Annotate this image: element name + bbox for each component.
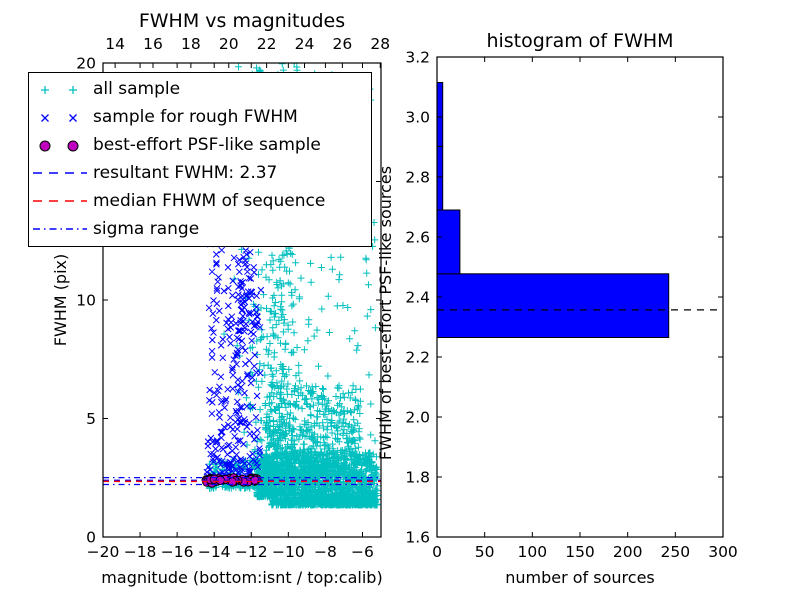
right-plot-xlabel: number of sources xyxy=(505,568,655,587)
scatter-sample-for-rough-fwhm xyxy=(203,237,265,483)
tick-label: 28 xyxy=(370,35,390,53)
legend-x-icon xyxy=(41,113,77,122)
tick-label: 250 xyxy=(661,543,691,561)
tick-label: 20 xyxy=(219,35,239,53)
legend-label: all sample xyxy=(93,79,181,100)
legend: all sample sample for rough FWHM best-effo… xyxy=(28,72,372,247)
tick-label: 2.2 xyxy=(405,349,430,367)
tick-label: 2.8 xyxy=(405,169,430,187)
tick-label: 50 xyxy=(475,543,495,561)
tick-label: 14 xyxy=(105,35,125,53)
tick-label: 20 xyxy=(76,55,96,73)
x-markers xyxy=(203,237,265,483)
legend-item-4: median FHWM of sequence xyxy=(29,188,371,214)
right-plot-ylabel: FWHM of best-effort PSF-like sources xyxy=(376,166,395,460)
legend-circle-icon xyxy=(39,140,79,152)
tick-label: 1.6 xyxy=(405,529,430,547)
left-plot: −20 −18 −16 −14 −12 −10 −8 −6 14 16 18 20 22 24 26 28 0 5… xyxy=(76,35,390,561)
legend-label: best-effort PSF-like sample xyxy=(93,135,321,156)
legend-item-0: all sample xyxy=(29,77,371,103)
legend-label: resultant FWHM: 2.37 xyxy=(93,162,278,183)
histogram-bar xyxy=(437,209,461,275)
legend-item-1: sample for rough FWHM xyxy=(29,105,371,131)
tick-label: 150 xyxy=(565,543,595,561)
tick-label: −16 xyxy=(161,543,194,561)
left-plot-xlabel: magnitude (bottom:isnt / top:calib) xyxy=(101,568,382,587)
left-plot-title: FWHM vs magnitudes xyxy=(139,10,345,32)
tick-label: 1.8 xyxy=(405,469,430,487)
left-plot-ylabel: FWHM (pix) xyxy=(51,254,70,347)
tick-label: 100 xyxy=(518,543,548,561)
tick-label: 2.6 xyxy=(405,229,430,247)
legend-label: median FHWM of sequence xyxy=(93,190,326,211)
legend-label: sigma range xyxy=(93,218,200,239)
tick-label: −18 xyxy=(124,543,157,561)
tick-label: 22 xyxy=(257,35,277,53)
tick-label: 26 xyxy=(333,35,353,53)
tick-label: 2.0 xyxy=(405,409,430,427)
tick-label: 0 xyxy=(432,543,442,561)
tick-label: 2.4 xyxy=(405,289,430,307)
left-plot-lines xyxy=(103,477,381,486)
legend-item-3: resultant FWHM: 2.37 xyxy=(29,160,371,186)
legend-plus-icon xyxy=(41,85,77,94)
tick-label: −6 xyxy=(351,543,374,561)
legend-label: sample for rough FWHM xyxy=(93,107,298,128)
right-plot-title: histogram of FWHM xyxy=(486,30,673,52)
tick-label: 3.0 xyxy=(405,109,430,127)
right-plot: 0 50 100 150 200 250 300 1.6 1.8 2.0 2.2 2.4 2.6 2.8 3… xyxy=(405,49,737,562)
tick-label: −12 xyxy=(235,543,268,561)
tick-label: 200 xyxy=(613,543,643,561)
tick-label: 18 xyxy=(181,35,201,53)
tick-label: 10 xyxy=(76,292,96,310)
histogram-bar xyxy=(437,82,444,147)
legend-dashed-icon xyxy=(33,172,87,175)
legend-item-5: sigma range xyxy=(29,216,371,242)
tick-label: −10 xyxy=(272,543,305,561)
tick-label: 3.2 xyxy=(405,49,430,67)
legend-dashed-icon xyxy=(33,200,87,203)
tick-label: 24 xyxy=(295,35,315,53)
tick-label: 0 xyxy=(86,529,96,547)
histogram-bar xyxy=(437,145,444,211)
tick-label: 16 xyxy=(143,35,163,53)
tick-label: −8 xyxy=(314,543,337,561)
histogram-bar xyxy=(437,273,670,338)
legend-dashdot-icon xyxy=(33,228,87,230)
tick-label: 300 xyxy=(708,543,738,561)
right-plot-axes: 0 50 100 150 200 250 300 1.6 1.8 2.0 2.2 2.4 2.6 2.8 3… xyxy=(405,49,737,562)
left-plot-axes: −20 −18 −16 −14 −12 −10 −8 −6 14 16 18 20 22 24 26 28 0 5… xyxy=(76,35,390,561)
scatter-best-effort-psf-like-sample xyxy=(201,473,262,488)
histogram-bars xyxy=(437,82,670,338)
tick-label: −20 xyxy=(87,543,120,561)
tick-label: 5 xyxy=(86,410,96,428)
tick-label: −14 xyxy=(198,543,231,561)
legend-item-2: best-effort PSF-like sample xyxy=(29,133,371,159)
